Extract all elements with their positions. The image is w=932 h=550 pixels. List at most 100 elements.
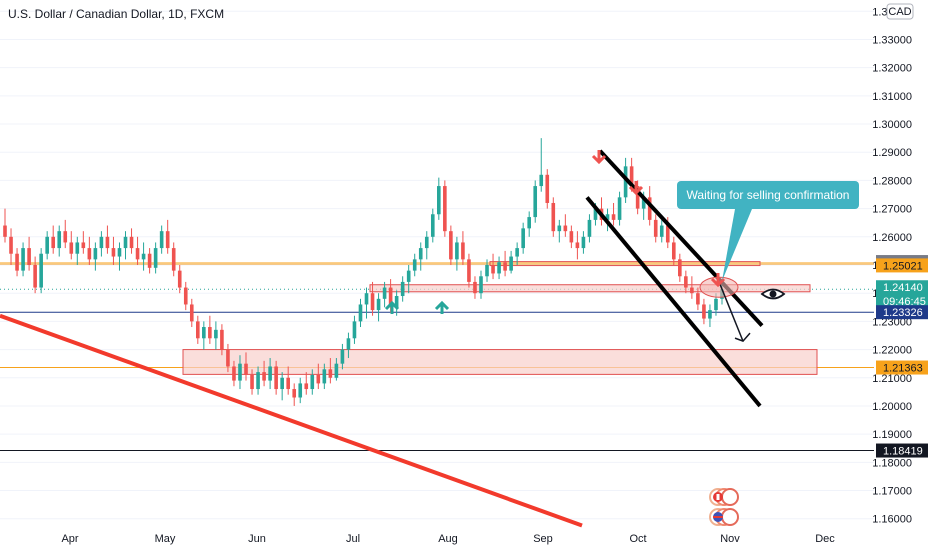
candle[interactable]	[226, 343, 230, 373]
candle[interactable]	[250, 369, 254, 395]
candle[interactable]	[551, 197, 556, 237]
candle[interactable]	[449, 225, 453, 265]
candle[interactable]	[51, 225, 56, 254]
candle[interactable]	[611, 202, 616, 226]
candle[interactable]	[485, 259, 489, 282]
candle[interactable]	[702, 298, 706, 325]
candle[interactable]	[533, 180, 538, 223]
candle[interactable]	[208, 315, 212, 344]
candle[interactable]	[569, 225, 574, 249]
candle[interactable]	[129, 228, 134, 254]
candle[interactable]	[539, 138, 544, 192]
currency-badge[interactable]: CAD	[886, 3, 914, 20]
candle[interactable]	[678, 253, 682, 282]
candle[interactable]	[521, 222, 525, 254]
candle[interactable]	[117, 242, 122, 271]
flag-icon[interactable]	[709, 488, 739, 506]
candle[interactable]	[340, 343, 345, 370]
candle[interactable]	[412, 253, 417, 277]
candle[interactable]	[111, 236, 116, 265]
candle[interactable]	[400, 276, 405, 302]
channel-upper-line[interactable]	[598, 149, 764, 327]
candle[interactable]	[575, 231, 580, 260]
candle[interactable]	[232, 360, 236, 387]
candle[interactable]	[671, 236, 676, 265]
candle[interactable]	[370, 281, 375, 316]
candle[interactable]	[418, 242, 423, 271]
candle[interactable]	[545, 169, 550, 209]
candle[interactable]	[406, 265, 411, 294]
projection-arrow[interactable]	[719, 283, 744, 342]
candle[interactable]	[635, 180, 640, 215]
candle[interactable]	[563, 214, 568, 237]
candle[interactable]	[280, 372, 284, 401]
long-trendline[interactable]	[0, 313, 583, 528]
candle[interactable]	[214, 321, 218, 350]
candle[interactable]	[69, 231, 74, 260]
candle[interactable]	[557, 219, 562, 243]
candle[interactable]	[430, 208, 435, 243]
candle[interactable]	[455, 236, 459, 271]
annotation-callout[interactable]: Waiting for selling confirmation	[677, 181, 859, 281]
candle[interactable]	[75, 236, 80, 265]
candle[interactable]	[262, 360, 266, 387]
candle[interactable]	[515, 242, 519, 265]
candle[interactable]	[238, 355, 242, 390]
candle[interactable]	[461, 231, 465, 265]
candle[interactable]	[394, 290, 399, 316]
channel-lower-line[interactable]	[585, 196, 762, 408]
candle[interactable]	[57, 225, 62, 257]
candle[interactable]	[153, 242, 158, 274]
candle[interactable]	[183, 281, 188, 311]
candle[interactable]	[220, 324, 224, 356]
candle[interactable]	[659, 219, 664, 243]
candle[interactable]	[9, 228, 13, 265]
candle[interactable]	[15, 248, 19, 277]
candle[interactable]	[202, 321, 206, 350]
candle[interactable]	[322, 363, 327, 390]
candle[interactable]	[509, 250, 513, 274]
candle[interactable]	[443, 180, 447, 237]
candle[interactable]	[123, 231, 128, 260]
time-axis[interactable]: Apr May Jun Jul Aug Sep Oct Nov Dec	[61, 533, 835, 545]
candle[interactable]	[171, 242, 176, 277]
candle[interactable]	[141, 242, 146, 271]
candle[interactable]	[382, 281, 387, 308]
candle[interactable]	[581, 231, 586, 254]
candle[interactable]	[376, 293, 381, 322]
candle[interactable]	[473, 276, 477, 299]
candle[interactable]	[479, 270, 483, 299]
candle[interactable]	[424, 231, 429, 260]
candle[interactable]	[177, 265, 182, 294]
support-zone[interactable]	[369, 284, 811, 293]
candle[interactable]	[256, 366, 260, 395]
candle[interactable]	[39, 248, 43, 294]
candle[interactable]	[467, 253, 471, 288]
candle[interactable]	[286, 366, 290, 395]
candle[interactable]	[3, 208, 7, 243]
candle[interactable]	[99, 231, 104, 257]
candle[interactable]	[527, 211, 532, 237]
candle[interactable]	[87, 236, 92, 265]
candle[interactable]	[298, 377, 303, 404]
candle[interactable]	[653, 214, 658, 243]
candle[interactable]	[352, 315, 357, 344]
candle[interactable]	[81, 231, 86, 254]
candle[interactable]	[292, 383, 297, 406]
eye-icon[interactable]	[760, 288, 786, 300]
candle[interactable]	[45, 231, 49, 260]
candle[interactable]	[244, 352, 248, 381]
candle[interactable]	[708, 304, 712, 328]
candle[interactable]	[334, 358, 339, 381]
candle[interactable]	[165, 219, 170, 254]
price-tag[interactable]: 1.25021	[876, 258, 928, 273]
candle[interactable]	[364, 287, 369, 319]
candle[interactable]	[27, 236, 31, 271]
candle[interactable]	[310, 369, 315, 395]
candle[interactable]	[63, 219, 68, 249]
candle[interactable]	[316, 363, 321, 390]
price-axis[interactable]: 1.340001.330001.320001.310001.300001.290…	[872, 6, 928, 526]
candle[interactable]	[21, 242, 25, 277]
candle[interactable]	[690, 276, 694, 299]
price-tag[interactable]: 1.21363	[876, 360, 928, 375]
